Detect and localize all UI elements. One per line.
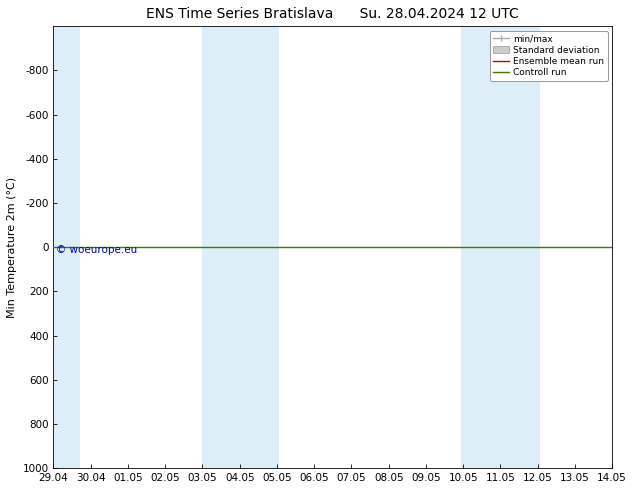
Title: ENS Time Series Bratislava      Su. 28.04.2024 12 UTC: ENS Time Series Bratislava Su. 28.04.202… (146, 7, 519, 21)
Bar (53, 26, 79, 468)
Bar (202, 26, 279, 468)
Text: © woeurope.eu: © woeurope.eu (56, 245, 138, 255)
Legend: min/max, Standard deviation, Ensemble mean run, Controll run: min/max, Standard deviation, Ensemble me… (489, 31, 607, 81)
Bar (462, 26, 540, 468)
Y-axis label: Min Temperature 2m (°C): Min Temperature 2m (°C) (7, 177, 17, 318)
